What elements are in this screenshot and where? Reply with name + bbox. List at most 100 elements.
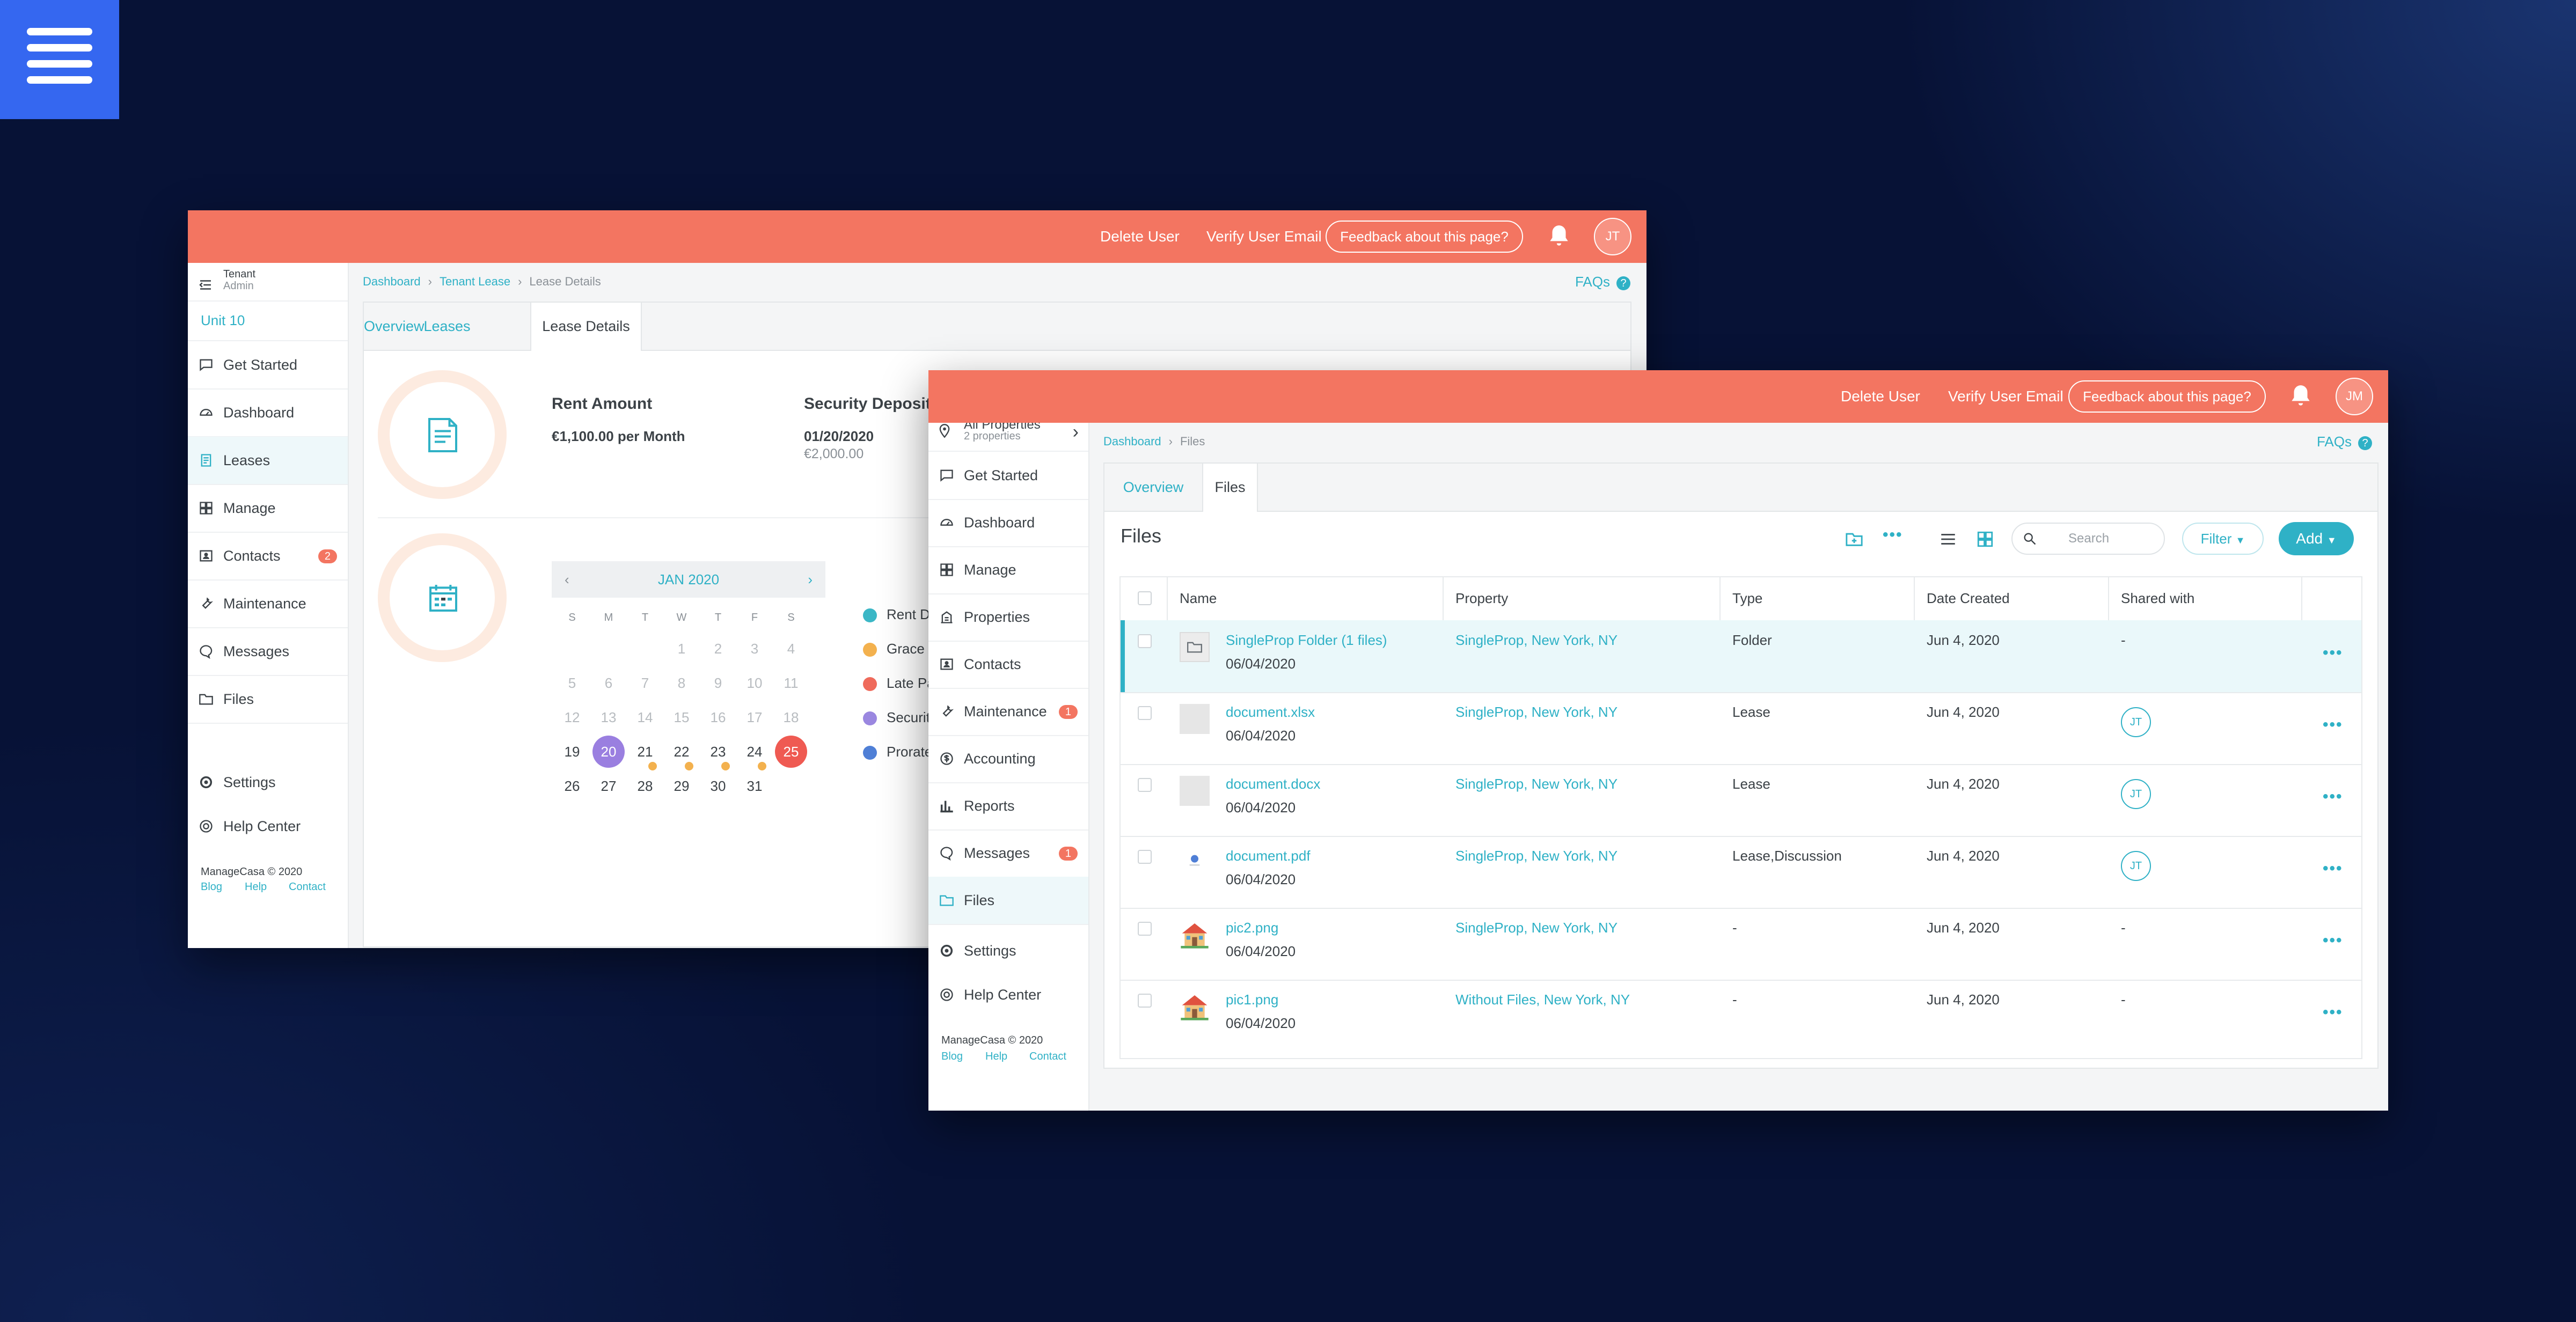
- row-actions-icon[interactable]: •••: [2323, 1003, 2343, 1021]
- calendar-day[interactable]: 18: [783, 709, 799, 725]
- calendar-day[interactable]: 29: [674, 778, 690, 794]
- calendar-day[interactable]: 31: [747, 778, 763, 794]
- sidebar-item-get-started[interactable]: Get Started: [188, 341, 348, 390]
- row-actions-icon[interactable]: •••: [2323, 644, 2343, 662]
- property-link[interactable]: SingleProp, New York, NY: [1455, 848, 1618, 864]
- calendar-day[interactable]: 16: [710, 709, 726, 725]
- bell-icon[interactable]: [1546, 223, 1572, 250]
- shared-with-avatar[interactable]: JT: [2121, 779, 2151, 809]
- table-row[interactable]: document.pdf 06/04/2020 SingleProp, New Yo…: [1121, 836, 2361, 909]
- filter-button[interactable]: Filter ▼: [2182, 523, 2264, 555]
- user-avatar[interactable]: JT: [1594, 218, 1631, 255]
- shared-with-avatar[interactable]: JT: [2121, 707, 2151, 737]
- sidebar-item-accounting[interactable]: Accounting: [928, 735, 1088, 783]
- file-name-link[interactable]: document.docx: [1226, 776, 1321, 792]
- grid-view-icon[interactable]: [1976, 530, 1994, 548]
- sidebar-item-settings[interactable]: Settings: [188, 759, 348, 806]
- shared-with-avatar[interactable]: JT: [2121, 851, 2151, 881]
- sidebar-item-leases[interactable]: Leases: [188, 437, 348, 485]
- table-row[interactable]: SingleProp Folder (1 files) 06/04/2020 Sin…: [1121, 620, 2361, 693]
- row-actions-icon[interactable]: •••: [2323, 860, 2343, 877]
- calendar-day[interactable]: 28: [637, 778, 653, 794]
- table-row[interactable]: pic2.png 06/04/2020 SingleProp, New York, …: [1121, 908, 2361, 981]
- calendar-day[interactable]: 13: [601, 709, 617, 725]
- sidebar-item-settings[interactable]: Settings: [928, 927, 1088, 974]
- user-avatar[interactable]: JM: [2336, 378, 2373, 415]
- row-checkbox[interactable]: [1138, 706, 1152, 720]
- calendar-day[interactable]: 14: [637, 709, 653, 725]
- column-header-property[interactable]: Property: [1455, 590, 1509, 606]
- calendar-day[interactable]: 17: [747, 709, 763, 725]
- calendar-day[interactable]: 6: [604, 675, 613, 691]
- sidebar-item-maintenance[interactable]: Maintenance: [188, 580, 348, 628]
- tab-files[interactable]: Files: [1202, 464, 1258, 512]
- feedback-button[interactable]: Feedback about this page?: [1326, 221, 1523, 253]
- calendar-day-highlighted[interactable]: 20: [592, 736, 625, 768]
- column-header-shared-with[interactable]: Shared with: [2121, 590, 2195, 606]
- column-header-type[interactable]: Type: [1732, 590, 1763, 606]
- file-name-link[interactable]: document.pdf: [1226, 848, 1311, 864]
- sidebar-item-contacts[interactable]: Contacts 2: [188, 532, 348, 581]
- calendar-day[interactable]: 26: [564, 778, 580, 794]
- faqs-link[interactable]: FAQs?: [1575, 274, 1630, 290]
- column-header-name[interactable]: Name: [1180, 590, 1217, 606]
- property-selector[interactable]: All Properties 2 properties ›: [928, 423, 1088, 452]
- new-folder-icon[interactable]: [1845, 530, 1863, 548]
- footer-link-help[interactable]: Help: [985, 1051, 1008, 1062]
- calendar-day-highlighted[interactable]: 25: [775, 736, 807, 768]
- calendar-day[interactable]: 10: [747, 675, 763, 691]
- property-link[interactable]: Without Files, New York, NY: [1455, 992, 1630, 1008]
- sidebar-item-maintenance[interactable]: Maintenance 1: [928, 688, 1088, 736]
- select-all-checkbox[interactable]: [1138, 591, 1152, 605]
- sidebar-item-properties[interactable]: Properties: [928, 593, 1088, 642]
- tab-leases[interactable]: Leases: [423, 318, 471, 334]
- breadcrumb-dashboard[interactable]: Dashboard: [1103, 435, 1161, 448]
- sidebar-item-contacts[interactable]: Contacts: [928, 641, 1088, 689]
- calendar-day[interactable]: 23: [710, 744, 726, 760]
- breadcrumb-dashboard[interactable]: Dashboard: [363, 275, 421, 288]
- row-checkbox[interactable]: [1138, 922, 1152, 936]
- footer-link-blog[interactable]: Blog: [941, 1051, 963, 1062]
- calendar-day[interactable]: 2: [714, 641, 722, 657]
- sidebar-item-messages[interactable]: Messages 1: [928, 829, 1088, 878]
- calendar-day[interactable]: 15: [674, 709, 690, 725]
- delete-user-link[interactable]: Delete User: [1841, 388, 1920, 405]
- chevron-right-icon[interactable]: ›: [808, 571, 813, 587]
- calendar-day[interactable]: 5: [568, 675, 576, 691]
- search-input[interactable]: Search: [2011, 523, 2165, 555]
- row-actions-icon[interactable]: •••: [2323, 931, 2343, 949]
- sidebar-item-reports[interactable]: Reports: [928, 782, 1088, 831]
- calendar-day[interactable]: 30: [710, 778, 726, 794]
- sidebar-item-dashboard[interactable]: Dashboard: [188, 389, 348, 437]
- bell-icon[interactable]: [2287, 383, 2314, 410]
- row-checkbox[interactable]: [1138, 778, 1152, 792]
- verify-email-link[interactable]: Verify User Email: [1206, 228, 1322, 245]
- footer-link-contact[interactable]: Contact: [1029, 1051, 1066, 1062]
- breadcrumb-tenant-lease[interactable]: Tenant Lease: [439, 275, 511, 288]
- calendar-day[interactable]: 9: [714, 675, 722, 691]
- calendar-day[interactable]: 7: [641, 675, 649, 691]
- sidebar-item-manage[interactable]: Manage: [188, 484, 348, 533]
- sidebar-item-files[interactable]: Files: [928, 877, 1088, 925]
- footer-link-blog[interactable]: Blog: [201, 881, 223, 893]
- property-link[interactable]: SingleProp, New York, NY: [1455, 704, 1618, 720]
- sidebar-item-files[interactable]: Files: [188, 675, 348, 724]
- chevron-left-icon[interactable]: ‹: [565, 571, 569, 587]
- calendar-day[interactable]: 12: [564, 709, 580, 725]
- calendar-day[interactable]: 22: [674, 744, 690, 760]
- row-checkbox[interactable]: [1138, 634, 1152, 648]
- calendar-day[interactable]: 1: [677, 641, 686, 657]
- footer-link-help[interactable]: Help: [245, 881, 267, 893]
- add-button[interactable]: Add ▼: [2279, 522, 2354, 555]
- delete-user-link[interactable]: Delete User: [1100, 228, 1180, 245]
- column-header-date-created[interactable]: Date Created: [1927, 590, 2010, 606]
- calendar-day[interactable]: 4: [787, 641, 795, 657]
- tab-lease-details[interactable]: Lease Details: [530, 303, 642, 351]
- table-row[interactable]: document.xlsx 06/04/2020 SingleProp, New Y…: [1121, 692, 2361, 765]
- sidebar-item-help-center[interactable]: Help Center: [188, 803, 348, 850]
- footer-link-contact[interactable]: Contact: [289, 881, 326, 893]
- calendar-day[interactable]: 27: [601, 778, 617, 794]
- property-link[interactable]: SingleProp, New York, NY: [1455, 920, 1618, 936]
- table-row[interactable]: document.docx 06/04/2020 SingleProp, New Y…: [1121, 764, 2361, 837]
- tab-overview[interactable]: Overview: [364, 318, 425, 334]
